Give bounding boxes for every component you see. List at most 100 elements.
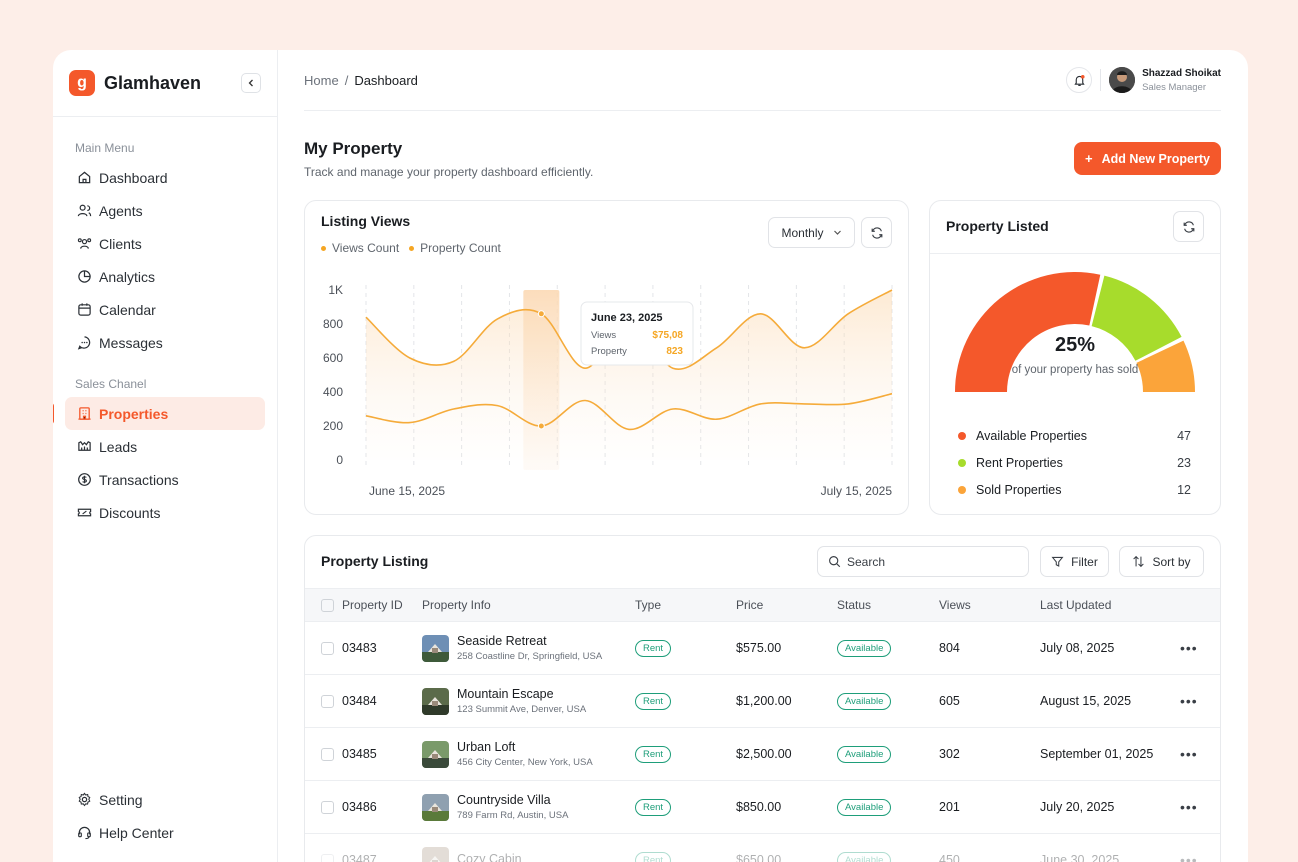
- property-id: 03487: [342, 852, 377, 862]
- cell-price: $1,200.00: [736, 674, 837, 728]
- collapse-sidebar-button[interactable]: [241, 73, 261, 93]
- sidebar-item-properties[interactable]: Properties: [53, 397, 265, 430]
- table-row[interactable]: 03487 Cozy Cabin Rent $650.00 Available 450 Ju…: [305, 833, 1220, 862]
- sidebar-item-leads[interactable]: Leads: [65, 430, 265, 463]
- cell-last-updated: August 15, 2025: [1040, 674, 1180, 728]
- col-label: Property Info: [422, 598, 491, 612]
- property-listing-card: Property Listing Filter Sort by Prope: [304, 535, 1221, 862]
- views-point[interactable]: [537, 310, 545, 318]
- more-options-icon[interactable]: •••: [1180, 799, 1198, 815]
- sidebar-item-discounts[interactable]: Discounts: [65, 496, 265, 529]
- sidebar-item-clients[interactable]: Clients: [65, 227, 265, 260]
- sidebar-item-setting[interactable]: Setting: [65, 783, 265, 816]
- y-tick-label: 600: [323, 351, 343, 365]
- brand-logo: g: [69, 70, 95, 96]
- property-name[interactable]: Seaside Retreat: [457, 634, 547, 648]
- property-table: Property ID Property Info Type Price Sta…: [305, 588, 1220, 862]
- sidebar-item-calendar[interactable]: Calendar: [65, 293, 265, 326]
- filter-label: Filter: [1071, 554, 1098, 569]
- plus-icon: +: [1085, 151, 1093, 166]
- table-row[interactable]: 03483 Seaside Retreat 258 Coastline Dr, Sp…: [305, 621, 1220, 675]
- col-views[interactable]: Views: [939, 588, 1040, 622]
- table-row[interactable]: 03484 Mountain Escape 123 Summit Ave, Denv…: [305, 674, 1220, 728]
- sidebar-item-label: Help Center: [99, 824, 174, 841]
- more-options-icon[interactable]: •••: [1180, 746, 1198, 762]
- sales-channel-title: Sales Chanel: [75, 377, 147, 391]
- add-new-property-label: Add New Property: [1101, 151, 1210, 166]
- col-label: Last Updated: [1040, 598, 1112, 612]
- row-checkbox[interactable]: [321, 801, 334, 815]
- messages-icon: [76, 335, 92, 351]
- sidebar-item-label: Agents: [99, 202, 143, 219]
- avatar[interactable]: [1109, 67, 1136, 93]
- listing-views-chart[interactable]: 1K 800 600 400 200 0 June 15, 2025 July 15, 2…: [305, 265, 908, 515]
- row-checkbox[interactable]: [321, 748, 334, 762]
- add-new-property-button[interactable]: + Add New Property: [1074, 142, 1221, 175]
- period-select[interactable]: Monthly: [768, 217, 855, 248]
- last-updated: July 20, 2025: [1040, 800, 1115, 814]
- row-checkbox[interactable]: [321, 695, 334, 709]
- property-address: 789 Farm Rd, Austin, USA: [457, 810, 569, 821]
- table-row[interactable]: 03485 Urban Loft 456 City Center, New York…: [305, 727, 1220, 781]
- property-name[interactable]: Mountain Escape: [457, 687, 554, 701]
- gear-icon: [76, 792, 92, 808]
- search-box[interactable]: [817, 546, 1029, 577]
- sidebar-item-help-center[interactable]: Help Center: [65, 816, 265, 849]
- more-options-icon[interactable]: •••: [1180, 693, 1198, 709]
- breadcrumb-separator: /: [344, 72, 349, 88]
- main-content: Home / Dashboard Shazzad Shoikat Sales Man…: [278, 50, 1248, 862]
- breadcrumb-home[interactable]: Home: [304, 72, 339, 88]
- sidebar-item-label: Setting: [99, 791, 143, 808]
- cell-price: $650.00: [736, 833, 837, 862]
- more-options-icon[interactable]: •••: [1180, 852, 1198, 862]
- property-name[interactable]: Urban Loft: [457, 740, 516, 754]
- cell-price: $575.00: [736, 621, 837, 675]
- property-listed-title: Property Listed: [946, 218, 1049, 234]
- y-tick-label: 0: [336, 453, 343, 467]
- sidebar-item-label: Properties: [99, 405, 169, 422]
- col-last-updated[interactable]: Last Updated: [1040, 588, 1180, 622]
- sidebar-item-transactions[interactable]: Transactions: [65, 463, 265, 496]
- last-updated: August 15, 2025: [1040, 694, 1132, 708]
- type-badge: Rent: [635, 692, 672, 710]
- sidebar-item-messages[interactable]: Messages: [65, 326, 265, 359]
- cell-last-updated: July 08, 2025: [1040, 621, 1180, 675]
- notification-button[interactable]: [1066, 67, 1093, 93]
- table-row[interactable]: 03486 Countryside Villa 789 Farm Rd, Austi…: [305, 780, 1220, 834]
- gauge-sold-segment[interactable]: [1136, 340, 1195, 392]
- row-checkbox[interactable]: [321, 854, 334, 862]
- cell-last-updated: September 01, 2025: [1040, 727, 1180, 781]
- col-property-info[interactable]: Property Info: [422, 588, 635, 622]
- legend-dot-icon: [321, 246, 326, 252]
- property-name[interactable]: Countryside Villa: [457, 793, 551, 807]
- col-status[interactable]: Status: [837, 588, 939, 622]
- filter-button[interactable]: Filter: [1040, 546, 1109, 577]
- property-id: 03483: [342, 640, 377, 655]
- breadcrumb: Home / Dashboard: [304, 73, 418, 88]
- property-name[interactable]: Cozy Cabin: [457, 851, 522, 862]
- sort-button[interactable]: Sort by: [1119, 546, 1204, 577]
- cell-type: Rent: [635, 780, 736, 834]
- ticket-icon: [76, 505, 92, 521]
- select-all-checkbox[interactable]: [321, 599, 334, 613]
- row-checkbox[interactable]: [321, 642, 334, 656]
- building-icon: [76, 406, 92, 422]
- home-icon: [76, 170, 92, 186]
- gauge-available-segment[interactable]: [955, 272, 1101, 392]
- search-input[interactable]: [847, 554, 1017, 569]
- gauge-rent-segment[interactable]: [1091, 275, 1182, 361]
- refresh-property-button[interactable]: [1173, 211, 1204, 242]
- sidebar-item-dashboard[interactable]: Dashboard: [65, 161, 265, 194]
- more-options-icon[interactable]: •••: [1180, 640, 1198, 656]
- property-point[interactable]: [537, 422, 545, 430]
- gauge-area: 25% of your property has sold: [930, 253, 1220, 392]
- sidebar-item-agents[interactable]: Agents: [65, 194, 265, 227]
- sidebar-item-analytics[interactable]: Analytics: [65, 260, 265, 293]
- col-type[interactable]: Type: [635, 588, 736, 622]
- col-price[interactable]: Price: [736, 588, 837, 622]
- col-property-id[interactable]: Property ID: [305, 588, 422, 622]
- refresh-chart-button[interactable]: [861, 217, 892, 248]
- chart-tooltip: June 23, 2025 Views $75,08 Property 823: [580, 301, 694, 366]
- cell-actions: •••: [1180, 727, 1220, 781]
- cell-views: 450: [939, 833, 1040, 862]
